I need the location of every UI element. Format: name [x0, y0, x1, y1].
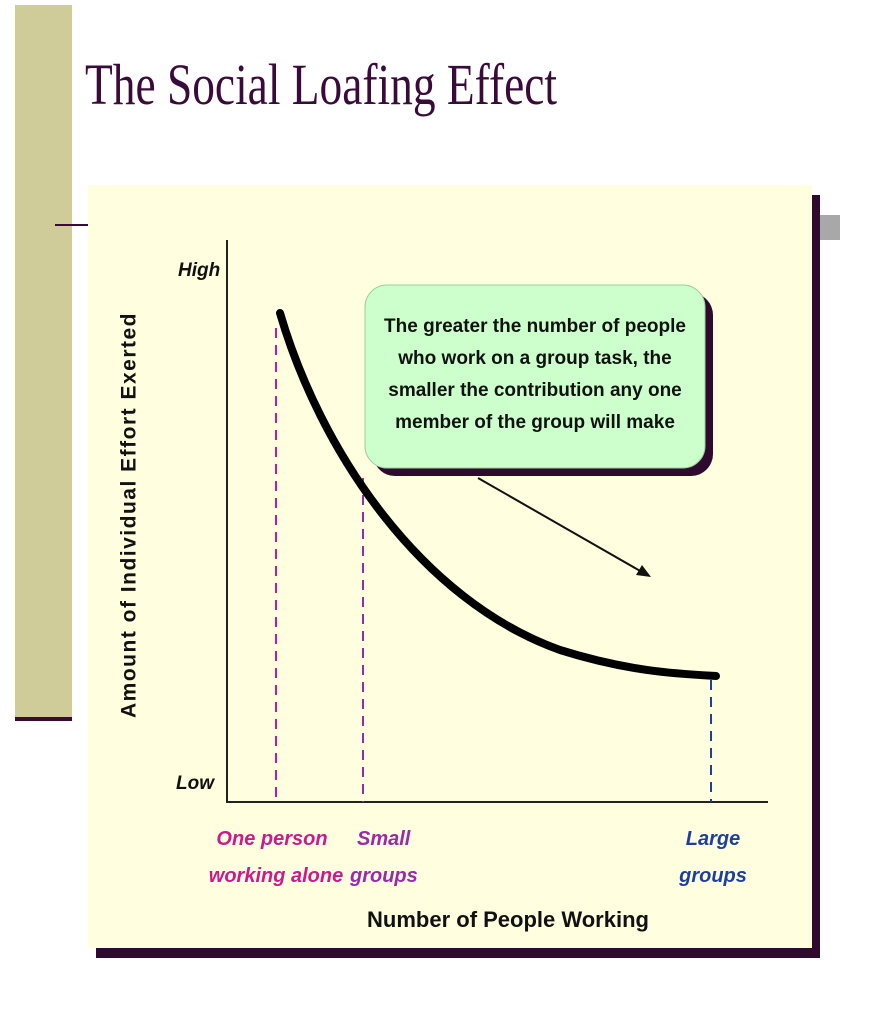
y-low-label: Low	[176, 773, 215, 794]
side-bar-rule	[15, 717, 72, 721]
callout-line: member of the group will make	[395, 412, 675, 433]
effort-curve	[276, 309, 720, 680]
callout-arrow	[477, 477, 643, 573]
right-accent	[820, 215, 840, 240]
category-label: Large	[686, 828, 740, 850]
arrow-head	[636, 565, 651, 577]
callout-box	[364, 284, 706, 469]
category-label: One person	[216, 828, 327, 850]
callout-line: who work on a group task, the	[397, 348, 671, 369]
callout-line: The greater the number of people	[384, 316, 686, 337]
slide-title: The Social Loafing Effect	[85, 52, 557, 117]
y-axis-label: Amount of Individual Effort Exerted	[118, 312, 141, 718]
side-bar	[15, 5, 72, 720]
category-label: Small	[357, 828, 411, 850]
y-high-label: High	[178, 260, 220, 281]
callout-line: smaller the contribution any one	[388, 380, 682, 401]
x-axis-label: Number of People Working	[367, 907, 649, 932]
category-label: working alone	[209, 865, 343, 887]
category-label: groups	[678, 865, 747, 887]
category-label: groups	[349, 865, 418, 887]
